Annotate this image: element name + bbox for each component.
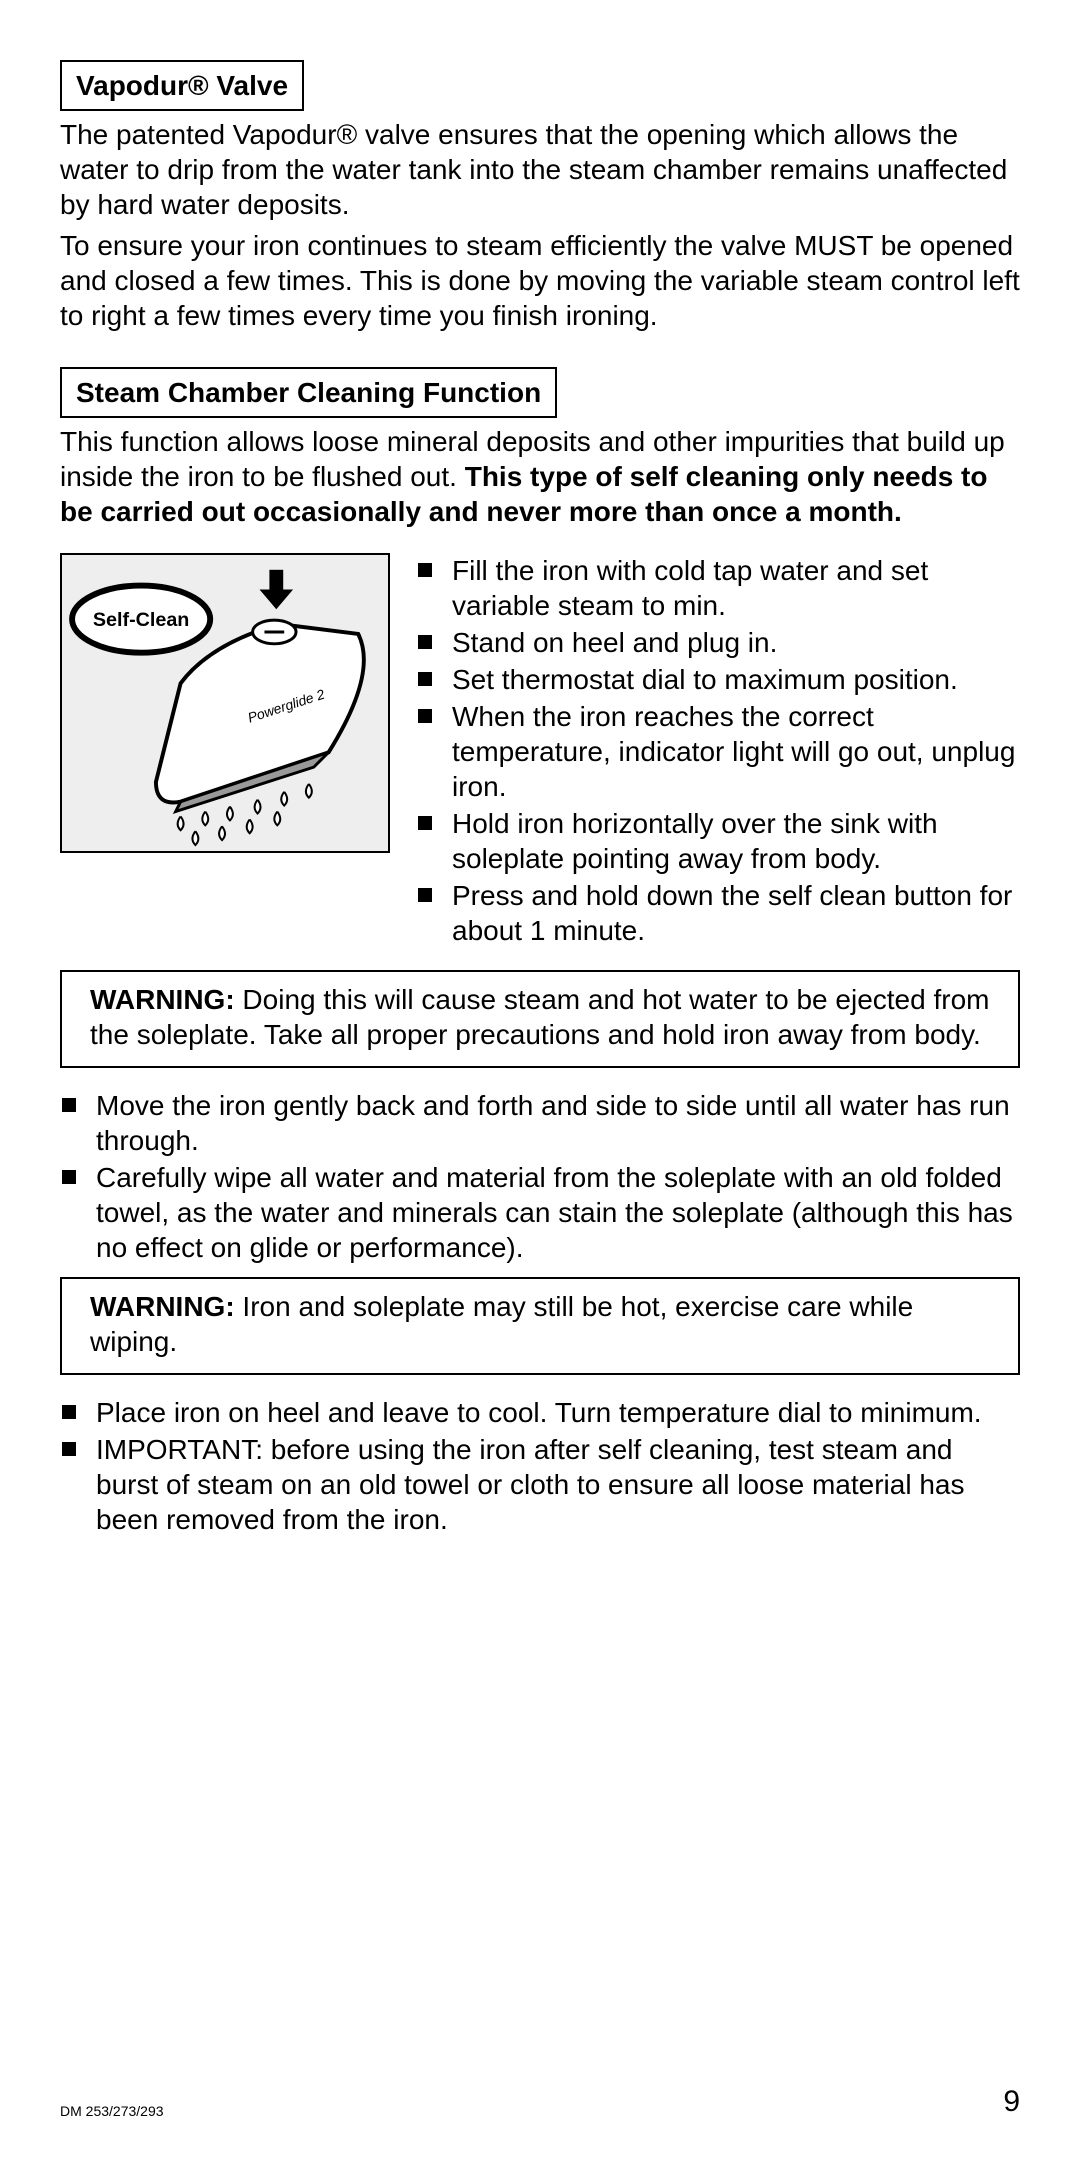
list-item: Hold iron horizontally over the sink wit… <box>416 806 1020 876</box>
vapodur-para-2: To ensure your iron continues to steam e… <box>60 228 1020 333</box>
model-number: DM 253/273/293 <box>60 2103 164 2121</box>
list-item: When the iron reaches the correct temper… <box>416 699 1020 804</box>
section-heading-steam-chamber: Steam Chamber Cleaning Function <box>60 367 557 418</box>
vapodur-para-1: The patented Vapodur® valve ensures that… <box>60 117 1020 222</box>
warning-box-2: WARNING: Iron and soleplate may still be… <box>60 1277 1020 1375</box>
list-item: Set thermostat dial to maximum position. <box>416 662 1020 697</box>
page-footer: DM 253/273/293 9 <box>60 2083 1020 2121</box>
list-item: Fill the iron with cold tap water and se… <box>416 553 1020 623</box>
steps-list-1: Fill the iron with cold tap water and se… <box>416 553 1020 950</box>
list-item: Stand on heel and plug in. <box>416 625 1020 660</box>
list-item: Carefully wipe all water and material fr… <box>60 1160 1020 1265</box>
warning-1-label: WARNING: <box>90 984 235 1015</box>
page-number: 9 <box>1003 2083 1020 2121</box>
steps-list-2: Move the iron gently back and forth and … <box>60 1088 1020 1265</box>
self-clean-illustration-icon: Self-Clean Powerglide 2 <box>62 555 388 851</box>
steam-chamber-intro: This function allows loose mineral depos… <box>60 424 1020 529</box>
list-item: Place iron on heel and leave to cool. Tu… <box>60 1395 1020 1430</box>
warning-box-1: WARNING: Doing this will cause steam and… <box>60 970 1020 1068</box>
list-item: Move the iron gently back and forth and … <box>60 1088 1020 1158</box>
self-clean-figure: Self-Clean Powerglide 2 <box>60 553 390 853</box>
warning-2-label: WARNING: <box>90 1291 235 1322</box>
steps-list-3: Place iron on heel and leave to cool. Tu… <box>60 1395 1020 1537</box>
list-item: IMPORTANT: before using the iron after s… <box>60 1432 1020 1537</box>
self-clean-badge-label: Self-Clean <box>93 609 189 631</box>
list-item: Press and hold down the self clean butto… <box>416 878 1020 948</box>
section-heading-vapodur: Vapodur® Valve <box>60 60 304 111</box>
